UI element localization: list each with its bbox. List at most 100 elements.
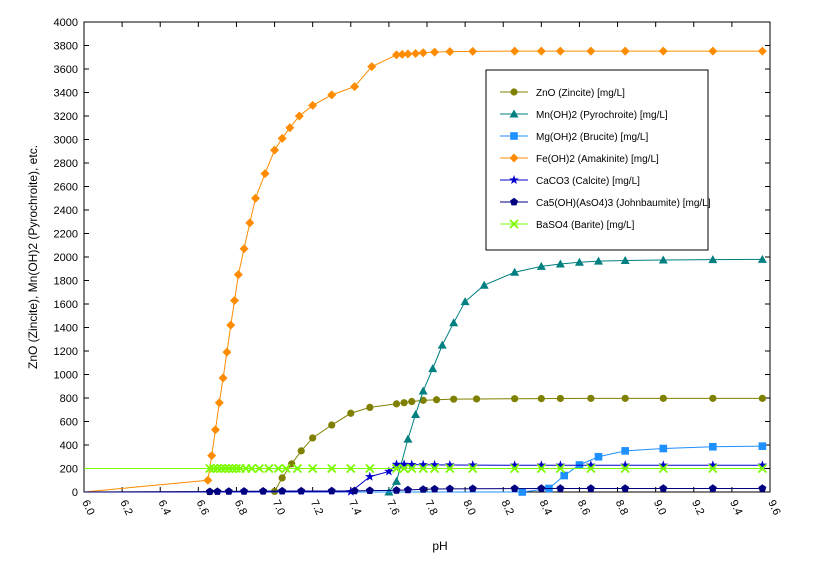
legend-label: Fe(OH)2 (Amakinite) [mg/L] [536,154,659,165]
data-point [428,364,438,373]
legend-marker [509,219,519,229]
data-point [758,484,767,492]
data-point [430,47,440,57]
legend-marker [510,197,518,206]
y-axis-title: ZnO (Zincite), Mn(OH)2 (Pyrochroite), et… [26,145,40,369]
data-point [510,267,520,276]
data-point [556,484,565,492]
y-tick-label: 0 [72,487,78,499]
x-tick-label: 8.0 [460,498,477,517]
y-tick-label: 3400 [54,88,78,100]
y-tick-label: 3000 [54,135,78,147]
data-point [224,487,233,495]
y-tick-label: 600 [60,417,78,429]
legend-item: BaSO4 (Barite) [mg/L] [500,219,635,231]
data-point [309,434,317,442]
data-point [659,484,668,492]
data-point [411,409,421,418]
data-point [392,476,402,485]
data-point [758,394,766,402]
data-point [586,463,596,474]
data-point [365,463,375,474]
data-point [445,47,455,57]
data-point [757,460,768,470]
data-point [587,394,595,402]
data-point [392,486,401,494]
data-point [708,484,717,492]
y-tick-label: 3800 [54,41,78,53]
data-point [511,395,519,403]
legend-marker [509,153,519,163]
legend-box [485,69,709,251]
y-tick-label: 3200 [54,111,78,123]
data-point [384,466,394,476]
x-tick-label: 6.2 [117,498,134,517]
data-point [297,486,306,495]
x-tick-label: 7.6 [384,498,401,517]
data-point [392,50,402,60]
data-point [658,460,669,470]
data-point [536,261,546,270]
data-point [308,463,318,474]
data-point [216,463,226,474]
data-point [510,463,520,474]
data-point [472,395,481,403]
data-point [408,397,416,406]
data-point [245,218,255,228]
data-point [429,463,440,474]
data-point [709,442,717,451]
data-point [467,460,478,470]
legend-marker [509,109,519,118]
data-point [292,463,303,474]
data-point [278,486,287,495]
series-5 [83,484,767,496]
data-point [403,49,413,59]
data-point [620,460,630,470]
x-tick-label: 8.4 [537,498,554,517]
series-line [84,445,763,493]
y-tick-label: 1800 [54,276,78,288]
y-tick-label: 1400 [54,323,78,335]
data-point [586,460,596,470]
y-tick-label: 2400 [54,205,78,217]
data-point [230,295,240,305]
data-point [399,459,409,469]
y-tick-label: 3600 [54,64,78,76]
data-point [445,463,455,474]
data-point [594,256,603,265]
series-3 [83,46,767,493]
data-point [222,347,232,357]
data-point [419,396,427,404]
data-point [758,442,767,450]
data-point [208,463,219,474]
data-point [231,463,242,474]
data-point [418,48,428,58]
x-tick-label: 7.4 [346,498,363,517]
legend-item: Mg(OH)2 (Brucite) [mg/L] [500,132,648,143]
data-point [574,257,584,266]
data-point [403,485,412,494]
data-point [659,444,668,453]
data-point [429,459,440,469]
data-point [365,486,374,494]
data-point [418,463,428,474]
data-point [270,145,280,155]
data-point [346,463,356,474]
data-point [327,463,337,474]
legend-item: CaCO3 (Calcite) [mg/L] [500,175,640,187]
data-point [555,259,565,268]
data-point [560,471,568,480]
data-point [555,460,566,470]
y-tick-label: 200 [60,464,78,476]
data-point [479,280,489,289]
y-tick-label: 400 [60,440,78,452]
data-point [445,459,455,470]
data-point [757,463,768,474]
x-tick-label: 6.4 [156,498,173,517]
data-point [510,46,520,56]
legend-marker [510,132,518,140]
data-point [430,484,439,493]
data-point [247,463,257,474]
y-tick-label: 2800 [54,158,78,170]
